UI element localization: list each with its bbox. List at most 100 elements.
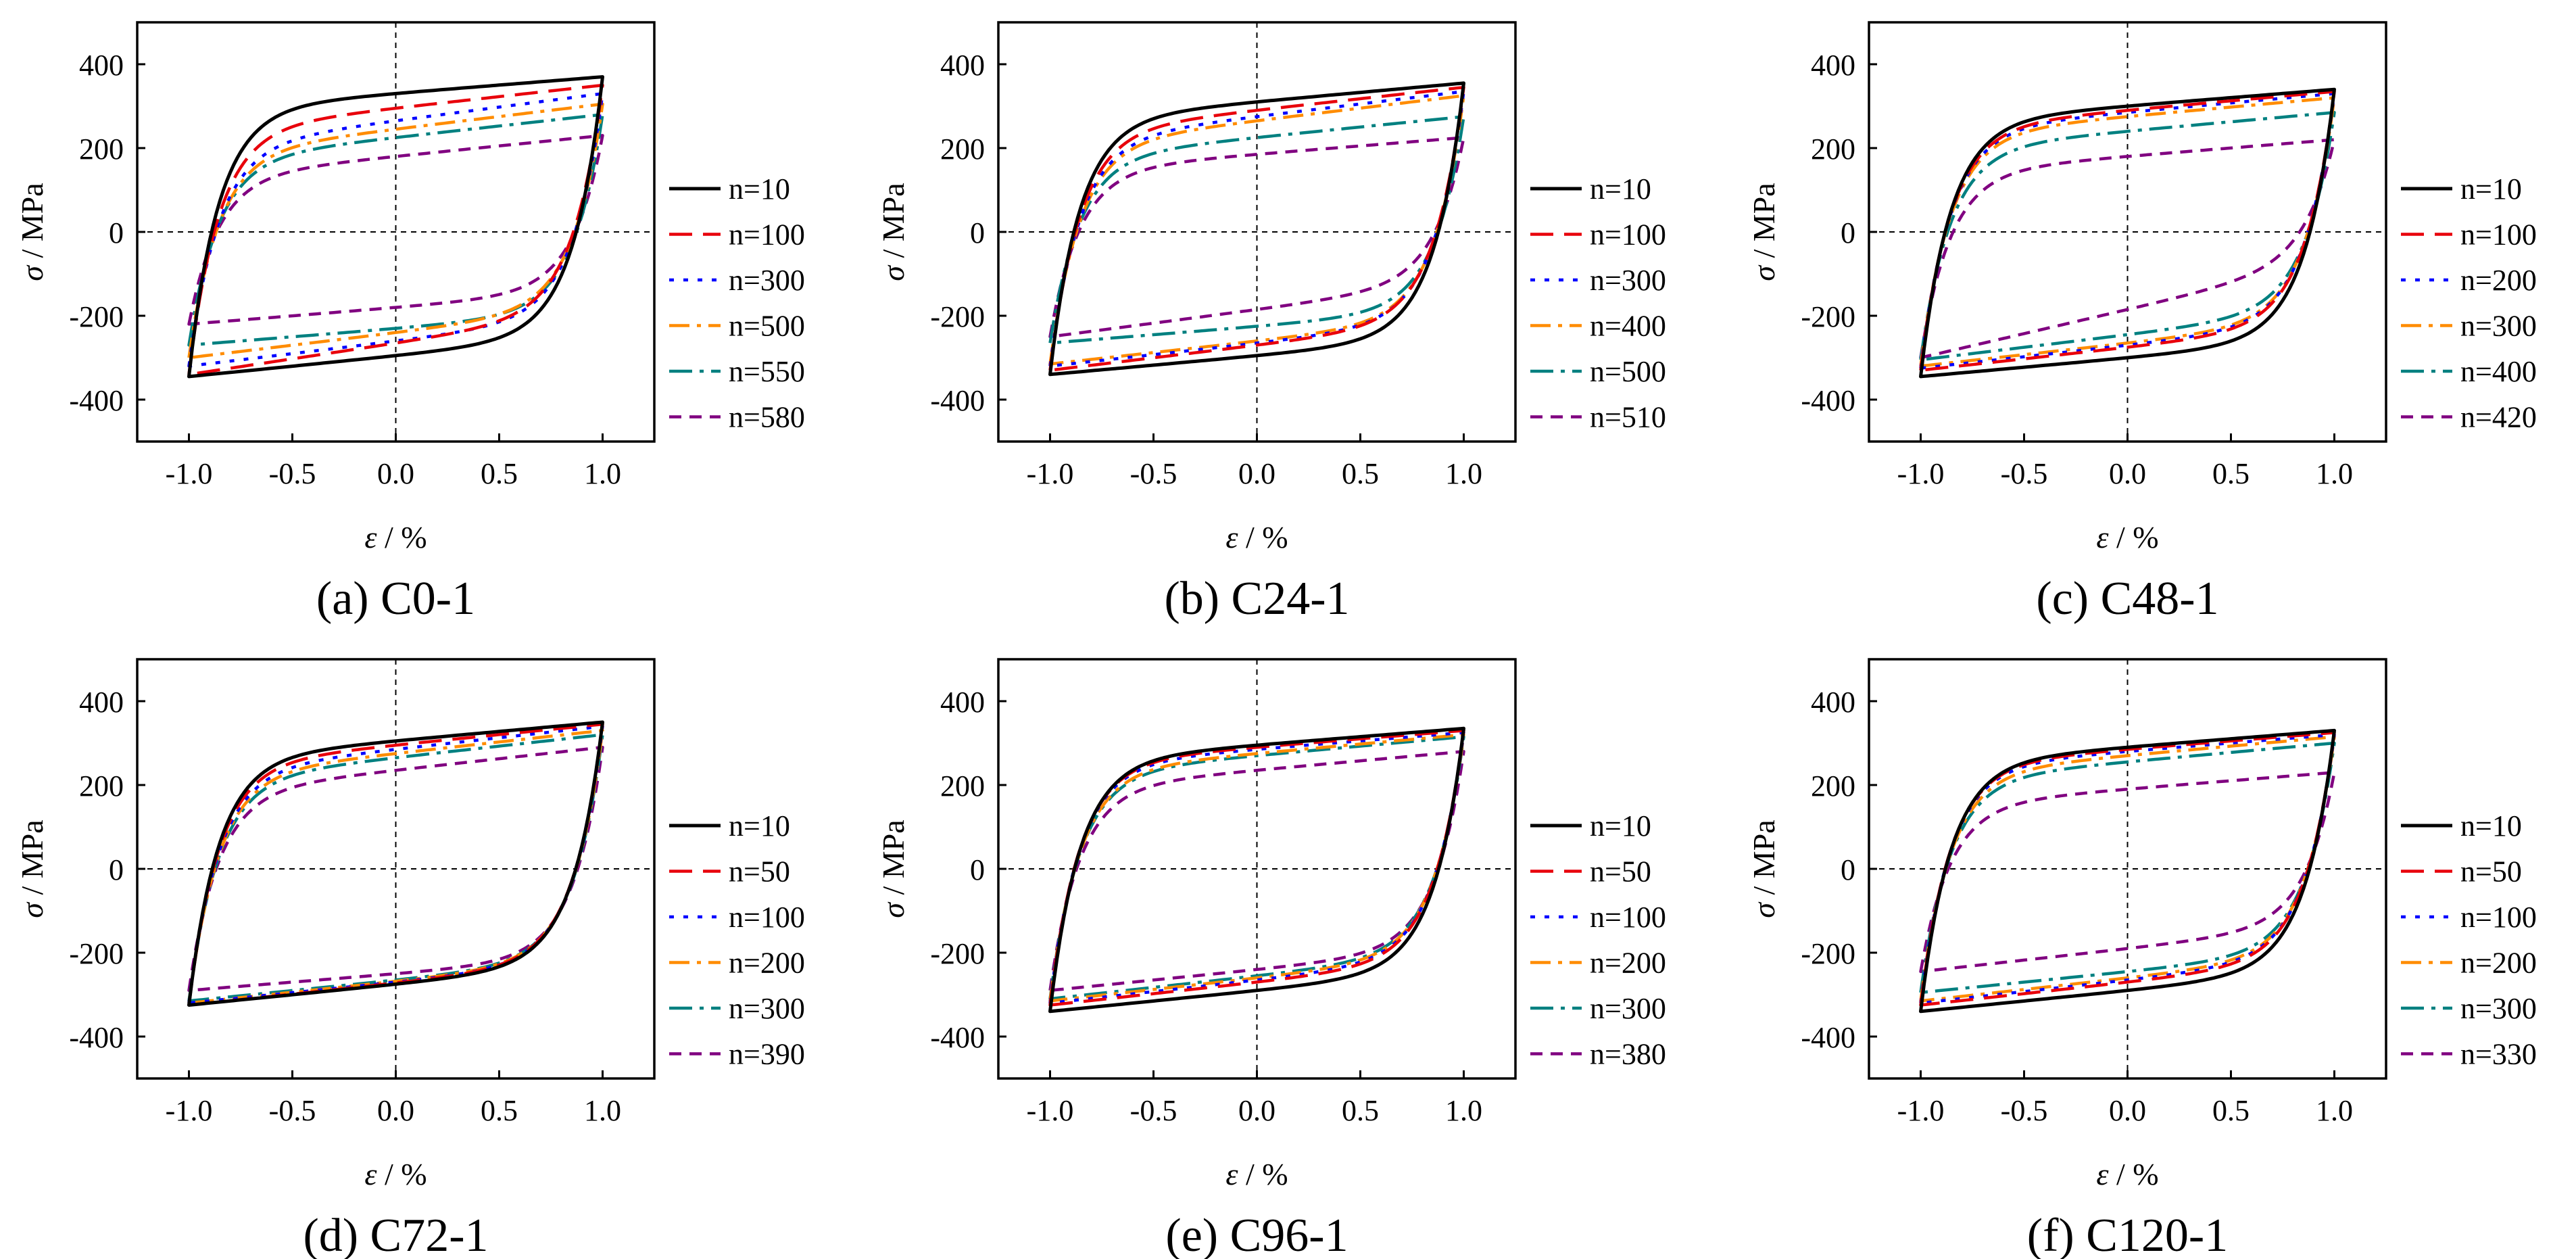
y-tick-label: 400 — [1811, 686, 1855, 719]
x-tick-label: -0.5 — [2001, 1094, 2048, 1127]
y-tick-label: -200 — [930, 300, 985, 333]
hysteresis-loop-n=10 — [187, 720, 604, 1007]
hysteresis-loop-n=300 — [1919, 96, 2336, 368]
hysteresis-loop-n=10 — [1919, 87, 2336, 379]
x-tick-label: -0.5 — [1130, 1094, 1177, 1127]
legend-label: n=300 — [2460, 992, 2537, 1025]
y-tick-label: -400 — [930, 1021, 985, 1054]
y-tick-label: 400 — [940, 49, 985, 82]
legend-label: n=390 — [729, 1038, 805, 1071]
x-tick-label: -1.0 — [1027, 457, 1074, 490]
x-tick-label: 1.0 — [1445, 1094, 1482, 1127]
x-tick-label: 1.0 — [2316, 457, 2353, 490]
legend-label: n=100 — [2460, 901, 2537, 934]
hysteresis-loop-n=420 — [1919, 138, 2336, 360]
x-tick-label: 0.0 — [1238, 1094, 1275, 1127]
y-tick-label: 0 — [970, 216, 985, 250]
legend-label: n=300 — [1590, 264, 1666, 297]
legend-label: n=400 — [1590, 310, 1666, 343]
legend-label: n=400 — [2460, 355, 2537, 388]
legend-label: n=380 — [1590, 1038, 1666, 1071]
x-tick-label: -1.0 — [166, 1094, 213, 1127]
x-axis-label: ε / % — [1225, 1157, 1288, 1191]
hysteresis-loop-n=500 — [1048, 115, 1465, 345]
legend: n=10 n=50 n=100 n=200 n=300 n=330 — [2401, 809, 2537, 1071]
x-axis-label: ε / % — [2096, 520, 2158, 554]
y-axis-label: σ / MPa — [876, 819, 910, 918]
x-axis-label: ε / % — [364, 520, 427, 554]
x-tick-label: 0.5 — [1342, 457, 1379, 490]
x-tick-label: 1.0 — [2316, 1094, 2353, 1127]
legend-label: n=200 — [2460, 947, 2537, 980]
legend: n=10 n=50 n=100 n=200 n=300 n=380 — [1530, 809, 1666, 1071]
y-axis-label: σ / MPa — [1747, 819, 1781, 918]
panel-caption: (c) C48-1 — [2036, 573, 2218, 625]
y-tick-label: 200 — [1811, 133, 1855, 166]
panel-caption: (a) C0-1 — [316, 573, 475, 625]
legend-label: n=100 — [1590, 901, 1666, 934]
hysteresis-loop-n=400 — [1048, 94, 1465, 366]
hysteresis-loop-n=400 — [1919, 111, 2336, 362]
y-tick-label: 0 — [1841, 216, 1855, 250]
x-tick-label: 0.5 — [1342, 1094, 1379, 1127]
x-axis-label: ε / % — [2096, 1157, 2158, 1191]
x-tick-label: 0.0 — [377, 457, 414, 490]
legend-label: n=500 — [729, 310, 805, 343]
y-tick-label: 200 — [940, 133, 985, 166]
legend: n=10 n=50 n=100 n=200 n=300 n=390 — [669, 809, 805, 1071]
subplot-1: -1.0 -0.5 0.0 0.5 1.0 -400 -200 0 200 400 σ / MPa ε… — [15, 21, 805, 625]
legend-label: n=300 — [729, 992, 805, 1025]
legend: n=10 n=100 n=200 n=300 n=400 n=420 — [2401, 172, 2537, 434]
legend-label: n=200 — [729, 947, 805, 980]
y-tick-label: 400 — [940, 686, 985, 719]
legend-label: n=100 — [2460, 218, 2537, 252]
hysteresis-loop-n=10 — [1048, 81, 1465, 377]
legend-label: n=300 — [729, 264, 805, 297]
y-tick-label: -200 — [1801, 937, 1855, 970]
hysteresis-loop-n=550 — [187, 113, 604, 347]
x-tick-label: 1.0 — [1445, 457, 1482, 490]
subplot-4: -1.0 -0.5 0.0 0.5 1.0 -400 -200 0 200 400 σ / MPa ε… — [15, 658, 805, 1259]
y-tick-label: 200 — [940, 769, 985, 803]
legend-label: n=10 — [1590, 172, 1651, 206]
y-tick-label: -400 — [1801, 1021, 1855, 1054]
legend-label: n=50 — [729, 855, 790, 888]
y-tick-label: -400 — [69, 384, 124, 417]
y-tick-label: 0 — [109, 216, 124, 250]
x-tick-label: 0.0 — [377, 1094, 414, 1127]
x-tick-label: 0.5 — [481, 457, 518, 490]
y-tick-label: 200 — [1811, 769, 1855, 803]
x-tick-label: 0.5 — [2212, 457, 2250, 490]
hysteresis-loop-n=10 — [187, 75, 604, 379]
y-tick-label: 400 — [79, 49, 124, 82]
x-tick-label: -1.0 — [1897, 1094, 1945, 1127]
hysteresis-loop-n=510 — [1048, 136, 1465, 339]
legend-label: n=420 — [2460, 401, 2537, 434]
legend-label: n=10 — [729, 172, 790, 206]
y-tick-label: 200 — [79, 769, 124, 803]
legend-label: n=100 — [729, 218, 805, 252]
subplot-2: -1.0 -0.5 0.0 0.5 1.0 -400 -200 0 200 400 σ / MPa ε… — [876, 21, 1666, 625]
hysteresis-loop-n=10 — [1919, 728, 2336, 1014]
legend-label: n=10 — [2460, 172, 2522, 206]
hysteresis-loop-n=390 — [187, 745, 604, 993]
hysteresis-loop-n=10 — [1048, 726, 1465, 1014]
x-tick-label: -1.0 — [1897, 457, 1945, 490]
hysteresis-loop-n=300 — [187, 733, 604, 1003]
x-tick-label: 1.0 — [584, 457, 621, 490]
legend-label: n=100 — [729, 901, 805, 934]
y-tick-label: -200 — [69, 300, 124, 333]
y-tick-label: -400 — [1801, 384, 1855, 417]
y-tick-label: 400 — [79, 686, 124, 719]
y-tick-label: 400 — [1811, 49, 1855, 82]
legend-label: n=300 — [1590, 992, 1666, 1025]
x-tick-label: -0.5 — [1130, 457, 1177, 490]
x-tick-label: -1.0 — [166, 457, 213, 490]
y-axis-label: σ / MPa — [876, 183, 910, 281]
legend-label: n=300 — [2460, 310, 2537, 343]
legend-label: n=10 — [2460, 809, 2522, 842]
x-tick-label: -0.5 — [2001, 457, 2048, 490]
x-tick-label: 0.0 — [2109, 1094, 2146, 1127]
legend-label: n=330 — [2460, 1038, 2537, 1071]
x-tick-label: 0.5 — [2212, 1094, 2250, 1127]
